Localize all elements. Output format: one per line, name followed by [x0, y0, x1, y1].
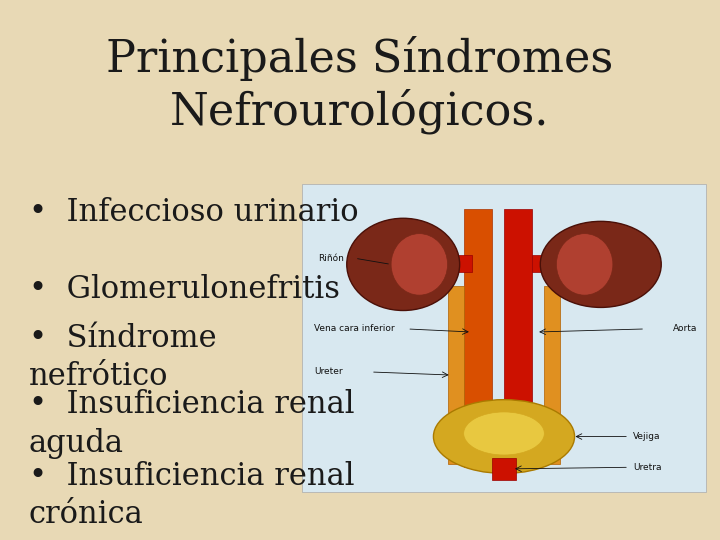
Text: Vena cara inferior: Vena cara inferior — [315, 325, 395, 333]
Text: •  Insuficiencia renal
crónica: • Insuficiencia renal crónica — [29, 461, 354, 530]
Bar — [464, 209, 492, 467]
Ellipse shape — [433, 400, 575, 474]
Bar — [532, 255, 600, 272]
Ellipse shape — [347, 218, 459, 310]
Bar — [403, 255, 472, 272]
Text: Uretra: Uretra — [633, 463, 662, 472]
Text: •  Infeccioso urinario: • Infeccioso urinario — [29, 197, 359, 228]
Text: Vejiga: Vejiga — [633, 432, 660, 441]
Bar — [492, 458, 516, 480]
Text: Riñón: Riñón — [318, 254, 344, 263]
Bar — [504, 209, 532, 467]
Text: Ureter: Ureter — [315, 368, 343, 376]
Bar — [302, 185, 706, 492]
Ellipse shape — [391, 234, 448, 295]
Text: Principales Síndromes
Nefrourológicos.: Principales Síndromes Nefrourológicos. — [107, 36, 613, 133]
Bar — [448, 286, 464, 464]
Text: •  Glomerulonefritis: • Glomerulonefritis — [29, 274, 340, 305]
Ellipse shape — [557, 234, 613, 295]
Text: •  Síndrome
nefrótico: • Síndrome nefrótico — [29, 323, 217, 392]
Ellipse shape — [464, 412, 544, 455]
Ellipse shape — [540, 221, 661, 307]
Bar — [544, 286, 560, 464]
Text: Aorta: Aorta — [673, 325, 698, 333]
Text: •  Insuficiencia renal
aguda: • Insuficiencia renal aguda — [29, 389, 354, 458]
